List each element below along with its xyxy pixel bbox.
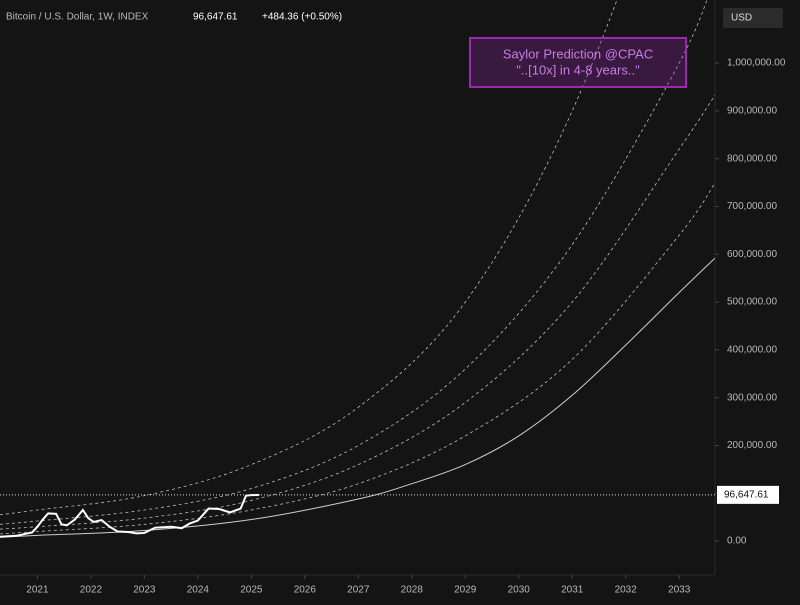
x-tick-label: 2021 — [26, 585, 49, 596]
currency-box[interactable] — [723, 8, 783, 28]
y-tick-label: 900,000.00 — [727, 106, 777, 117]
last-price-label: 96,647.61 — [724, 490, 769, 501]
projection-curve — [0, 182, 715, 535]
y-tick-label: 500,000.00 — [727, 297, 777, 308]
x-tick-label: 2023 — [133, 585, 156, 596]
header-price: 96,647.61 — [193, 12, 238, 23]
annotation: Saylor Prediction @CPAC — [503, 46, 653, 61]
projection-curve — [0, 94, 715, 530]
x-tick-label: 2022 — [80, 585, 103, 596]
y-tick-label: 200,000.00 — [727, 440, 777, 451]
x-tick-label: 2033 — [668, 585, 691, 596]
y-tick-label: 300,000.00 — [727, 392, 777, 403]
annotation: "..[10x] in 4-8 years.." — [516, 62, 640, 77]
x-tick-label: 2025 — [240, 585, 263, 596]
x-tick-label: 2028 — [401, 585, 424, 596]
symbol: Bitcoin / U.S. Dollar, 1W, INDEX — [6, 12, 149, 23]
y-tick-label: 1,000,000.00 — [727, 58, 786, 69]
last-price-box — [717, 485, 779, 504]
plot — [0, 0, 715, 538]
x-tick-label: 2027 — [347, 585, 370, 596]
y-tick-label: 0.00 — [727, 536, 747, 547]
y-tick-label: 400,000.00 — [727, 345, 777, 356]
annotation-box — [469, 37, 687, 88]
y-tick-label: 700,000.00 — [727, 201, 777, 212]
price-line — [0, 493, 260, 538]
x-tick-label: 2029 — [454, 585, 477, 596]
x-tick-label: 2024 — [187, 585, 210, 596]
currency[interactable]: USD — [731, 13, 752, 24]
x-tick-label: 2032 — [615, 585, 638, 596]
y-tick-label: 600,000.00 — [727, 249, 777, 260]
x-tick-label: 2031 — [561, 585, 584, 596]
header-change: +484.36 (+0.50%) — [262, 12, 342, 23]
y-tick-label: 800,000.00 — [727, 153, 777, 164]
x-tick-label: 2026 — [294, 585, 317, 596]
x-tick-label: 2030 — [508, 585, 531, 596]
